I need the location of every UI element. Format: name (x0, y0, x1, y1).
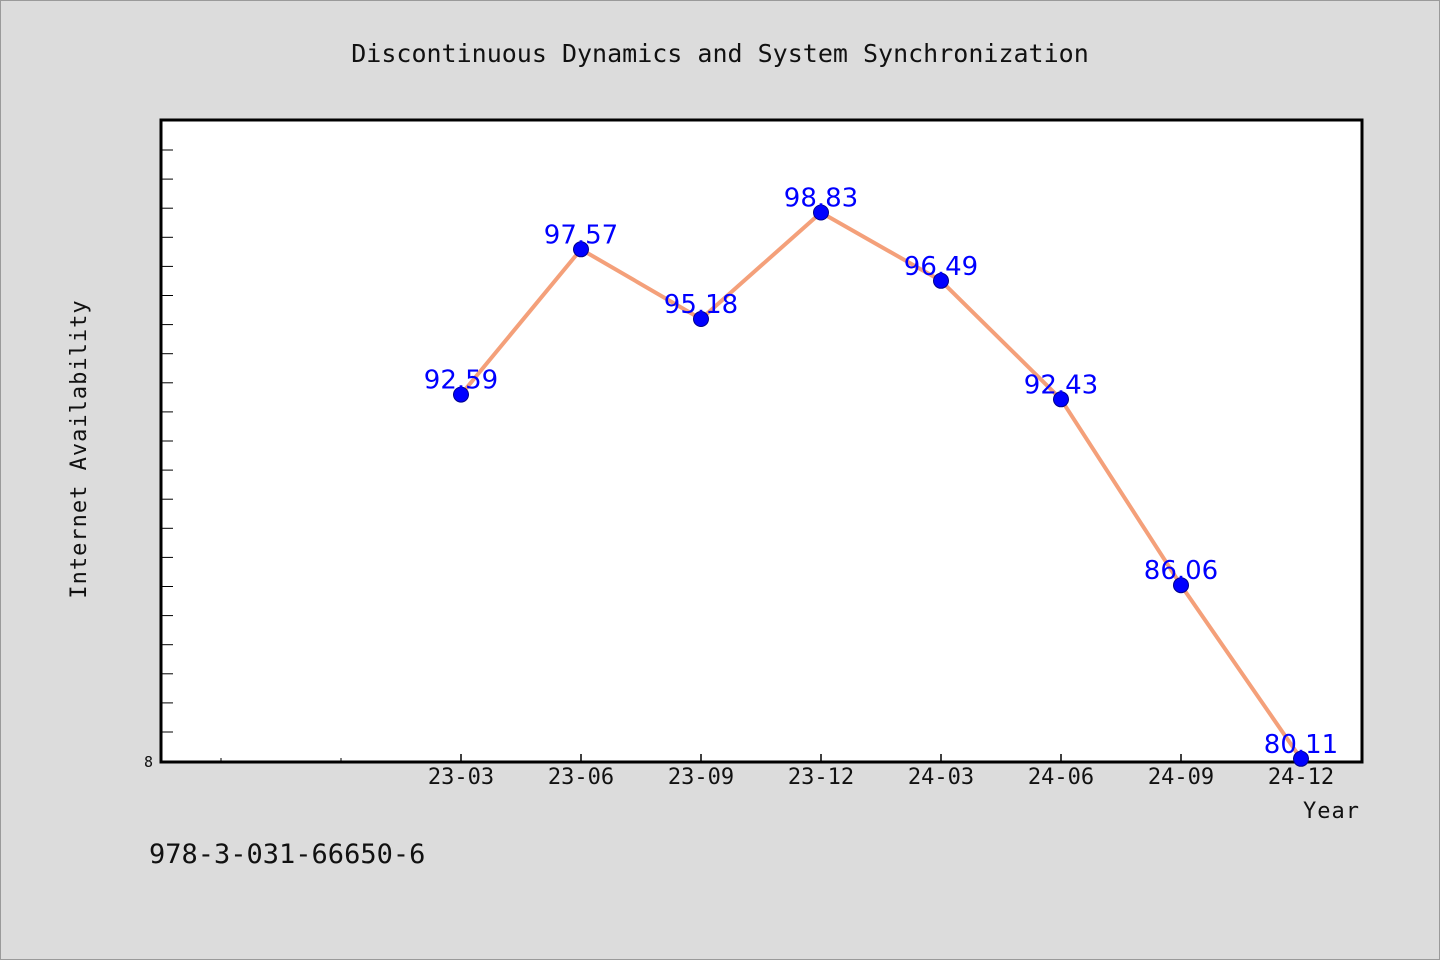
x-tick-label: 24-12 (1268, 765, 1334, 790)
x-tick-label: 23-06 (548, 765, 614, 790)
data-labels: 92.59 97.57 95.18 98.83 96.49 92.43 86.06 80.11 (424, 184, 1338, 760)
data-point (693, 311, 709, 327)
x-tick-label: 23-03 (428, 765, 494, 790)
data-point (1293, 750, 1309, 767)
x-axis-tick-labels: 23-03 23-06 23-09 23-12 24-03 24-06 24-09 24-12 (428, 765, 1334, 790)
data-label: 86.06 (1144, 556, 1218, 586)
x-axis-minor-ticks (220, 758, 342, 762)
x-axis-label: Year (1303, 799, 1360, 824)
x-tick-label: 23-09 (668, 765, 734, 790)
y-axis-label: Internet Availability (67, 299, 92, 598)
data-label: 80.11 (1264, 730, 1338, 760)
data-point (933, 272, 949, 289)
x-tick-label: 24-06 (1028, 765, 1094, 790)
x-tick-label: 24-03 (908, 765, 974, 790)
data-label: 96.49 (904, 252, 978, 282)
x-tick-label: 24-09 (1148, 765, 1214, 790)
data-label: 92.43 (1024, 370, 1098, 400)
data-point (813, 204, 829, 221)
chart-title: Discontinuous Dynamics and System Synchr… (351, 39, 1089, 68)
series-line (459, 210, 1303, 761)
data-point (573, 241, 589, 258)
plot-area (159, 118, 1364, 764)
x-tick-label: 23-12 (788, 765, 854, 790)
data-label: 97.57 (544, 220, 618, 250)
y-axis-ticks (161, 149, 173, 733)
data-point (1053, 391, 1069, 408)
isbn-footer: 978-3-031-66650-6 (149, 839, 425, 870)
data-label: 95.18 (664, 290, 738, 320)
data-point (453, 386, 469, 403)
data-label: 92.59 (424, 366, 498, 396)
data-points (453, 204, 1309, 767)
data-point (1173, 577, 1189, 594)
y-tick-label: 8 (144, 753, 153, 771)
data-label: 98.83 (784, 184, 858, 214)
